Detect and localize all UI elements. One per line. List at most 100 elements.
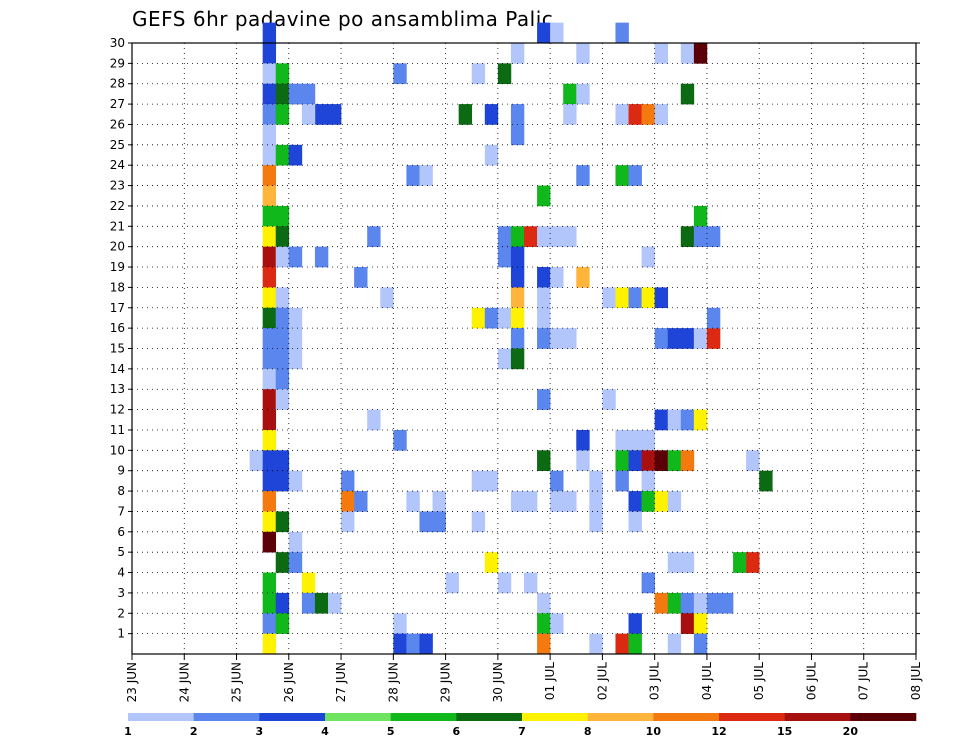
- precip-cell: [680, 613, 695, 634]
- colorbar-label: 6: [453, 725, 461, 738]
- precip-cell: [628, 429, 642, 451]
- precip-cell: [550, 267, 564, 288]
- precip-cell: [510, 104, 525, 125]
- precip-cell: [746, 450, 760, 471]
- precip-cell: [262, 246, 277, 268]
- precip-cell: [288, 307, 303, 329]
- colorbar-segment: [784, 713, 851, 721]
- colorbar-label: 3: [256, 725, 264, 738]
- precip-cell: [380, 287, 394, 309]
- precip-cell: [706, 226, 721, 247]
- precip-cell: [537, 328, 551, 349]
- colorbar-segment: [522, 713, 588, 721]
- precip-cell: [576, 267, 590, 288]
- x-tick-label: 30 JUN: [491, 662, 505, 702]
- precip-cell: [693, 409, 708, 431]
- precip-cell: [419, 633, 433, 655]
- precip-cell: [288, 246, 303, 268]
- precip-cell: [641, 104, 655, 125]
- x-tick-label: 02 JUL: [595, 662, 609, 700]
- precip-cell: [262, 613, 277, 634]
- y-tick-label: 18: [110, 280, 125, 294]
- precip-cell: [432, 511, 446, 533]
- precip-cell: [615, 165, 629, 186]
- colorbar-segment: [850, 713, 917, 721]
- precip-cell: [275, 613, 290, 634]
- precip-cell: [550, 328, 564, 349]
- precip-cell: [484, 104, 499, 125]
- precip-cell: [680, 226, 695, 247]
- precip-cell: [641, 572, 655, 594]
- precip-cell: [275, 592, 290, 614]
- precip-cell: [733, 552, 747, 573]
- y-tick-label: 6: [117, 525, 125, 539]
- precip-cell: [537, 633, 551, 655]
- precip-cell: [458, 104, 473, 125]
- y-tick-label: 3: [117, 586, 125, 600]
- precip-cell: [537, 185, 551, 207]
- colorbar-label: 10: [646, 725, 662, 738]
- y-tick-label: 23: [110, 179, 125, 193]
- precip-cell: [471, 511, 486, 533]
- x-tick-label: 28 JUN: [386, 662, 400, 702]
- y-tick-label: 20: [110, 240, 125, 254]
- precip-cell: [497, 226, 512, 247]
- colorbar-label: 12: [711, 725, 726, 738]
- precip-cell: [419, 511, 433, 533]
- precip-cell: [628, 491, 642, 512]
- colorbar-label: 2: [190, 725, 198, 738]
- precip-cell: [497, 63, 512, 85]
- precip-cell: [759, 470, 773, 492]
- precip-cell: [393, 429, 407, 451]
- colorbar-label: 7: [518, 725, 526, 738]
- precip-cell: [615, 104, 629, 125]
- precip-cell: [275, 470, 290, 492]
- y-tick-label: 8: [117, 484, 125, 498]
- y-tick-label: 27: [110, 97, 125, 111]
- precip-cell: [262, 368, 277, 390]
- precip-cell: [628, 165, 642, 186]
- precip-cell: [275, 144, 290, 166]
- precip-cell: [537, 592, 551, 614]
- precip-cell: [262, 63, 277, 85]
- y-axis: 1234567891011121314151617181920212223242…: [110, 36, 920, 641]
- precip-cell: [628, 104, 642, 125]
- precip-cell: [615, 470, 629, 492]
- precip-cell: [262, 429, 277, 451]
- precip-cell: [262, 205, 277, 227]
- precip-cell: [602, 389, 616, 410]
- precip-cell: [706, 307, 721, 329]
- precip-cell: [262, 531, 277, 553]
- y-tick-label: 4: [117, 566, 125, 580]
- precip-cell: [262, 450, 277, 471]
- y-tick-label: 11: [110, 423, 125, 437]
- precip-cell: [262, 572, 277, 594]
- precip-cell: [262, 307, 277, 329]
- x-tick-label: 23 JUN: [125, 662, 139, 702]
- precip-cell: [602, 287, 616, 309]
- precip-cell: [680, 450, 695, 471]
- y-tick-label: 24: [110, 158, 125, 172]
- precip-cell: [641, 246, 655, 268]
- precip-cell: [367, 226, 381, 247]
- precip-cell: [654, 43, 669, 64]
- precip-cell: [262, 511, 277, 533]
- precip-cell: [589, 633, 603, 655]
- precip-cell: [615, 429, 629, 451]
- precip-cell: [445, 572, 459, 594]
- precip-cell: [288, 328, 303, 349]
- y-tick-label: 12: [110, 403, 125, 417]
- precip-cell: [275, 328, 290, 349]
- colorbar-segment: [390, 713, 457, 721]
- precip-cell: [471, 307, 486, 329]
- y-tick-label: 29: [110, 56, 125, 70]
- precip-cell: [393, 613, 407, 634]
- precip-cell: [341, 470, 355, 492]
- precip-cell: [406, 165, 420, 186]
- precip-cell: [314, 592, 329, 614]
- x-tick-label: 29 JUN: [439, 662, 453, 702]
- precip-cell: [288, 552, 303, 573]
- precip-cell: [314, 104, 329, 125]
- y-tick-label: 25: [110, 138, 125, 152]
- precip-cell: [275, 389, 290, 410]
